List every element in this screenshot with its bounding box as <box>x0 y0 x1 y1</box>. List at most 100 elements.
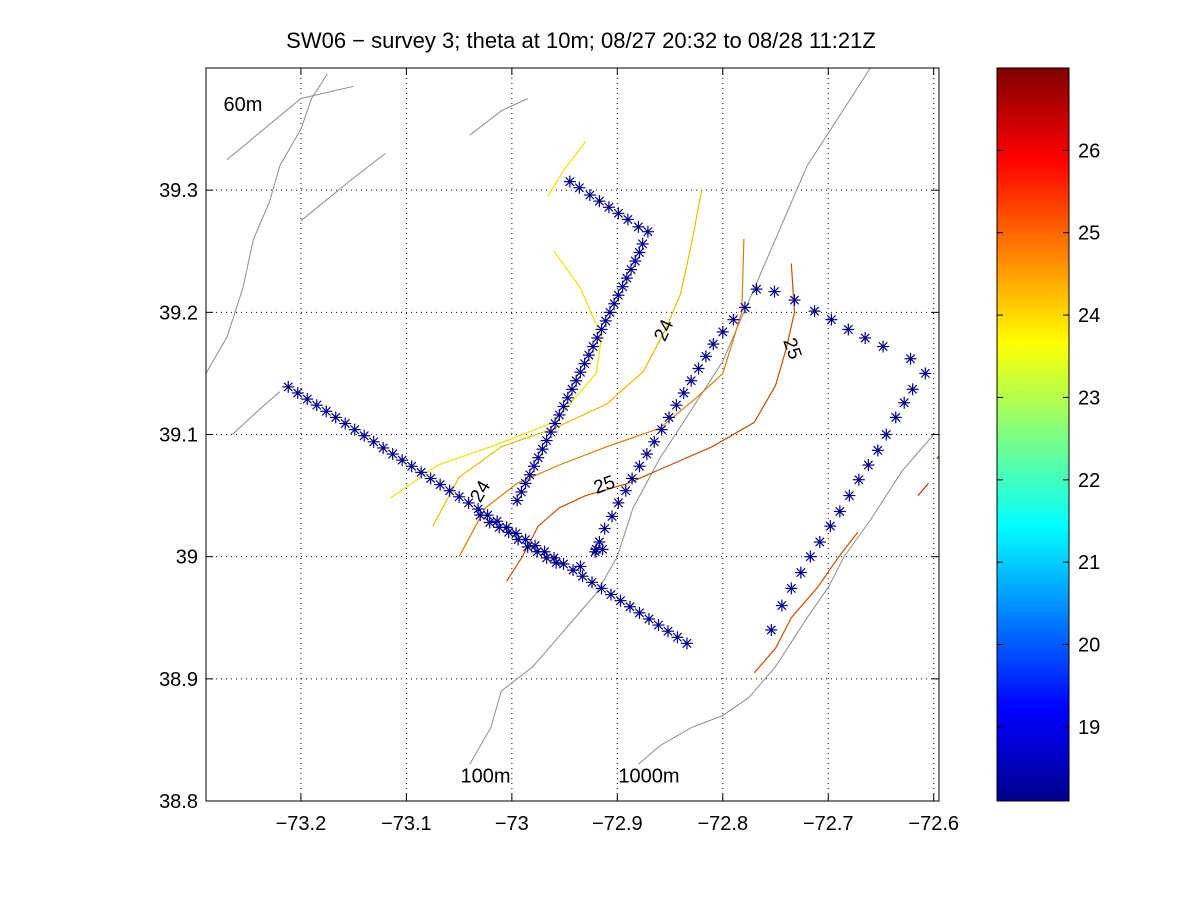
station-marker <box>670 399 683 412</box>
station-marker <box>685 374 698 387</box>
station-marker <box>301 393 314 406</box>
station-marker <box>591 331 604 344</box>
station-marker <box>765 623 778 636</box>
station-marker <box>641 225 654 238</box>
depth-annotation: 100m <box>460 766 510 788</box>
station-marker <box>606 510 619 523</box>
station-marker <box>519 477 532 490</box>
x-tick-label: −72.7 <box>803 813 854 835</box>
depth-annotation: 1000m <box>618 766 679 788</box>
station-marker <box>557 557 570 570</box>
station-marker <box>320 405 333 418</box>
bathymetry-line <box>469 98 528 136</box>
station-marker <box>612 496 625 509</box>
colorbar-tick-label: 21 <box>1078 552 1100 574</box>
station-marker <box>596 543 609 556</box>
station-marker <box>491 515 504 528</box>
station-marker <box>699 350 712 363</box>
station-marker <box>282 380 295 393</box>
station-marker <box>598 522 611 535</box>
station-marker <box>510 527 523 540</box>
colorbar-gradient <box>997 68 1069 801</box>
station-marker <box>595 582 608 595</box>
station-marker <box>595 323 608 336</box>
x-tick-label: −73 <box>495 813 529 835</box>
station-marker <box>549 417 562 430</box>
theta-contours <box>390 140 939 674</box>
station-marker <box>632 220 645 233</box>
station-marker <box>621 213 634 226</box>
station-marker <box>574 366 587 379</box>
y-tick-label: 39.3 <box>159 180 198 202</box>
station-markers <box>282 175 932 650</box>
bathymetry-line <box>232 391 281 435</box>
station-marker <box>833 505 846 518</box>
station-marker <box>716 325 729 338</box>
station-marker <box>692 362 705 375</box>
station-marker <box>612 207 625 220</box>
station-marker <box>629 255 642 268</box>
station-marker <box>573 181 586 194</box>
station-marker <box>583 189 596 202</box>
station-marker <box>608 297 621 310</box>
station-marker <box>813 536 826 549</box>
station-marker <box>775 599 788 612</box>
station-marker <box>633 460 646 473</box>
station-marker <box>852 473 865 486</box>
bathymetry-contours <box>206 68 935 765</box>
station-marker <box>788 294 801 307</box>
station-marker <box>620 272 633 285</box>
station-marker <box>561 391 574 404</box>
station-marker <box>671 631 684 644</box>
station-marker <box>587 340 600 353</box>
station-marker <box>633 606 646 619</box>
station-marker <box>825 313 838 326</box>
station-marker <box>291 386 304 399</box>
colorbar-tick-label: 20 <box>1078 635 1100 657</box>
station-marker <box>619 484 632 497</box>
station-marker <box>536 443 549 456</box>
station-marker <box>358 429 371 442</box>
station-marker <box>633 246 646 259</box>
station-marker <box>582 349 595 362</box>
station-marker <box>540 434 553 447</box>
station-marker <box>500 521 513 534</box>
station-marker <box>550 556 563 569</box>
station-marker <box>603 306 616 319</box>
station-marker <box>623 600 636 613</box>
y-tick-label: 39.2 <box>159 302 198 324</box>
station-marker <box>557 400 570 413</box>
theta-contour-line <box>917 483 929 496</box>
station-marker <box>553 408 566 421</box>
station-marker <box>880 428 893 441</box>
station-marker <box>750 283 763 296</box>
station-marker <box>528 460 541 473</box>
station-marker <box>919 367 932 380</box>
station-marker <box>604 588 617 601</box>
y-tick-label: 38.9 <box>159 669 198 691</box>
station-marker <box>493 521 506 534</box>
station-marker <box>616 280 629 293</box>
depth-annotation: 60m <box>223 94 262 116</box>
station-marker <box>586 576 599 589</box>
station-marker <box>593 195 606 208</box>
station-marker <box>377 441 390 454</box>
y-tick-label: 39.1 <box>159 425 198 447</box>
station-marker <box>348 423 361 436</box>
station-marker <box>824 520 837 533</box>
station-marker <box>565 383 578 396</box>
station-marker <box>578 357 591 370</box>
station-marker <box>502 526 515 539</box>
theta-contour-line <box>547 140 587 197</box>
station-marker <box>898 396 911 409</box>
station-marker <box>472 503 485 516</box>
station-marker <box>462 496 475 509</box>
station-marker <box>871 444 884 457</box>
station-marker <box>808 305 821 318</box>
colorbar-tick-label: 22 <box>1078 470 1100 492</box>
station-marker <box>738 301 751 314</box>
y-axis-ticks: 38.8 38.9 39 39.1 39.2 39.3 <box>159 180 939 813</box>
colorbar-tick-label: 26 <box>1078 140 1100 162</box>
bathymetry-line <box>226 85 354 160</box>
station-marker <box>415 466 428 479</box>
